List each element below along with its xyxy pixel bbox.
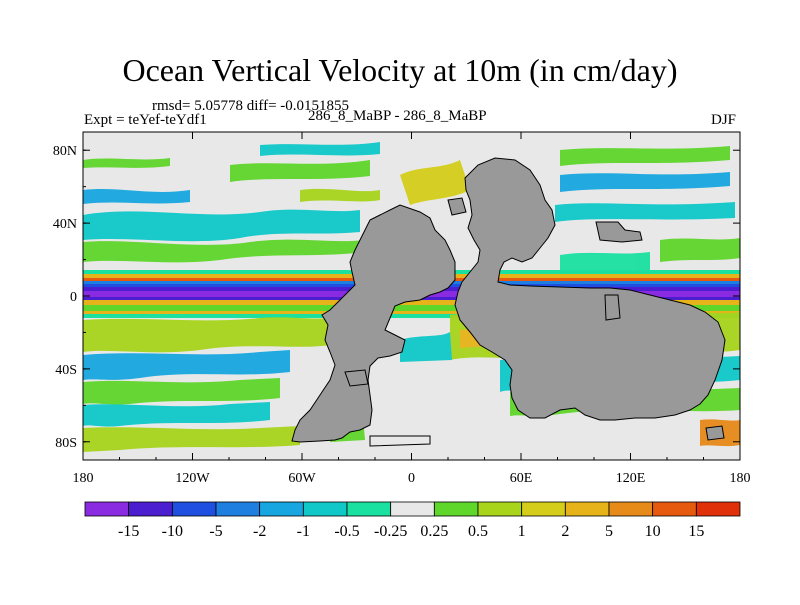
colorbar-swatch <box>433 501 479 517</box>
colorbar-swatch <box>608 501 654 517</box>
land-western-continent <box>291 204 456 443</box>
colorbar-swatch <box>171 501 217 517</box>
colorbar-label: -15 <box>118 523 139 540</box>
colorbar-swatch <box>215 501 261 517</box>
colorbar-label: 5 <box>605 523 613 540</box>
land-eastern-continent <box>454 157 726 421</box>
colorbar-label: -5 <box>209 523 222 540</box>
x-tick-label: 60E <box>510 471 533 486</box>
colorbar-label: -10 <box>162 523 183 540</box>
colorbar-label: 0.25 <box>420 523 448 540</box>
y-tick-label: 40N <box>53 217 77 232</box>
land-island-4 <box>344 369 369 387</box>
land-island-6 <box>705 425 725 441</box>
plot-area <box>83 132 740 460</box>
colorbar-swatch <box>302 501 348 517</box>
colorbar-swatch <box>390 501 435 517</box>
colorbar-label: 2 <box>561 523 569 540</box>
x-tick-label: 120E <box>616 471 646 486</box>
y-tick-label: 80S <box>55 436 77 451</box>
colorbar-swatch <box>346 501 392 517</box>
colorbar-label: -1 <box>297 523 310 540</box>
x-tick-label: 180 <box>73 471 94 486</box>
y-tick-label: 0 <box>70 290 77 305</box>
comparison-label: 286_8_MaBP - 286_8_MaBP <box>308 108 487 124</box>
northern-bands <box>83 142 740 274</box>
land-island-1 <box>595 221 643 243</box>
x-tick-label: 0 <box>408 471 415 486</box>
colorbar-swatch <box>652 501 697 517</box>
colorbar-swatch <box>477 501 523 517</box>
experiment-label: Expt = teYef-teYdf1 <box>84 112 207 128</box>
stats-label: rmsd= 5.05778 diff= -0.0151855 <box>152 98 350 114</box>
colorbar-label: 0.5 <box>468 523 488 540</box>
y-tick-label: 80N <box>53 144 77 159</box>
chart-title: Ocean Vertical Velocity at 10m (in cm/da… <box>122 52 678 88</box>
colorbar: -15 -10 -5 -2 -1 -0.5 -0.25 0.25 0.5 1 2 5 10 15 <box>84 501 741 540</box>
colorbar-swatch <box>128 501 173 517</box>
colorbar-label: -2 <box>253 523 266 540</box>
colorbar-swatch <box>84 501 130 517</box>
land-island-3 <box>604 294 621 321</box>
land <box>291 157 726 447</box>
colorbar-label: 10 <box>645 523 661 540</box>
colorbar-label: 1 <box>518 523 526 540</box>
season-label: DJF <box>711 112 737 128</box>
x-tick-label: 180 <box>730 471 751 486</box>
x-tick-label: 120W <box>175 471 210 486</box>
colorbar-label: -0.5 <box>334 523 359 540</box>
colorbar-label: -0.25 <box>374 523 407 540</box>
colorbar-swatch <box>521 501 566 517</box>
colorbar-swatch <box>564 501 610 517</box>
land-island-5 <box>369 435 431 447</box>
y-tick-label: 40S <box>55 363 77 378</box>
land-island-2 <box>447 197 467 216</box>
colorbar-swatch <box>695 501 741 517</box>
colorbar-label: 15 <box>688 523 704 540</box>
x-tick-label: 60W <box>288 471 316 486</box>
axis-ticks: 180 120W 60W 0 60E 120E 180 80N 40N 0 40S 80S <box>53 132 751 486</box>
colorbar-swatch <box>259 501 304 517</box>
